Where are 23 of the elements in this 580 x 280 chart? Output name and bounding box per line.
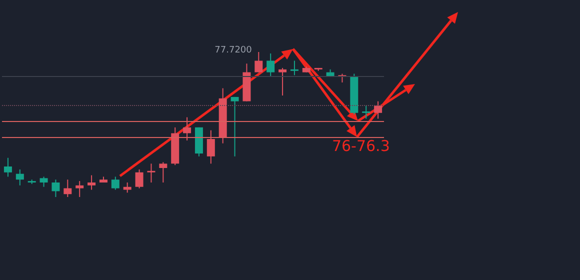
candlestick <box>16 168 24 186</box>
candlestick <box>40 176 48 188</box>
candlestick <box>76 180 84 198</box>
candlestick <box>52 179 60 198</box>
candlestick <box>230 96 239 157</box>
candlestick <box>254 52 263 73</box>
candlestick <box>266 52 275 78</box>
annotation: 77.7200 <box>214 46 252 56</box>
candlestick <box>4 157 12 178</box>
candlestick <box>290 60 298 76</box>
candlestick <box>123 182 132 194</box>
candlestick <box>111 176 120 190</box>
candlestick <box>374 100 382 120</box>
candlestick <box>88 174 96 190</box>
candlestick <box>206 130 215 164</box>
candlestick <box>362 105 370 120</box>
annotation: 76-76.3 <box>332 137 390 156</box>
candlestick <box>135 168 144 189</box>
candlestick <box>64 179 72 198</box>
candlestick <box>183 116 192 141</box>
candlestick <box>278 67 287 96</box>
candlestick <box>147 163 156 183</box>
candlestick <box>159 162 168 183</box>
